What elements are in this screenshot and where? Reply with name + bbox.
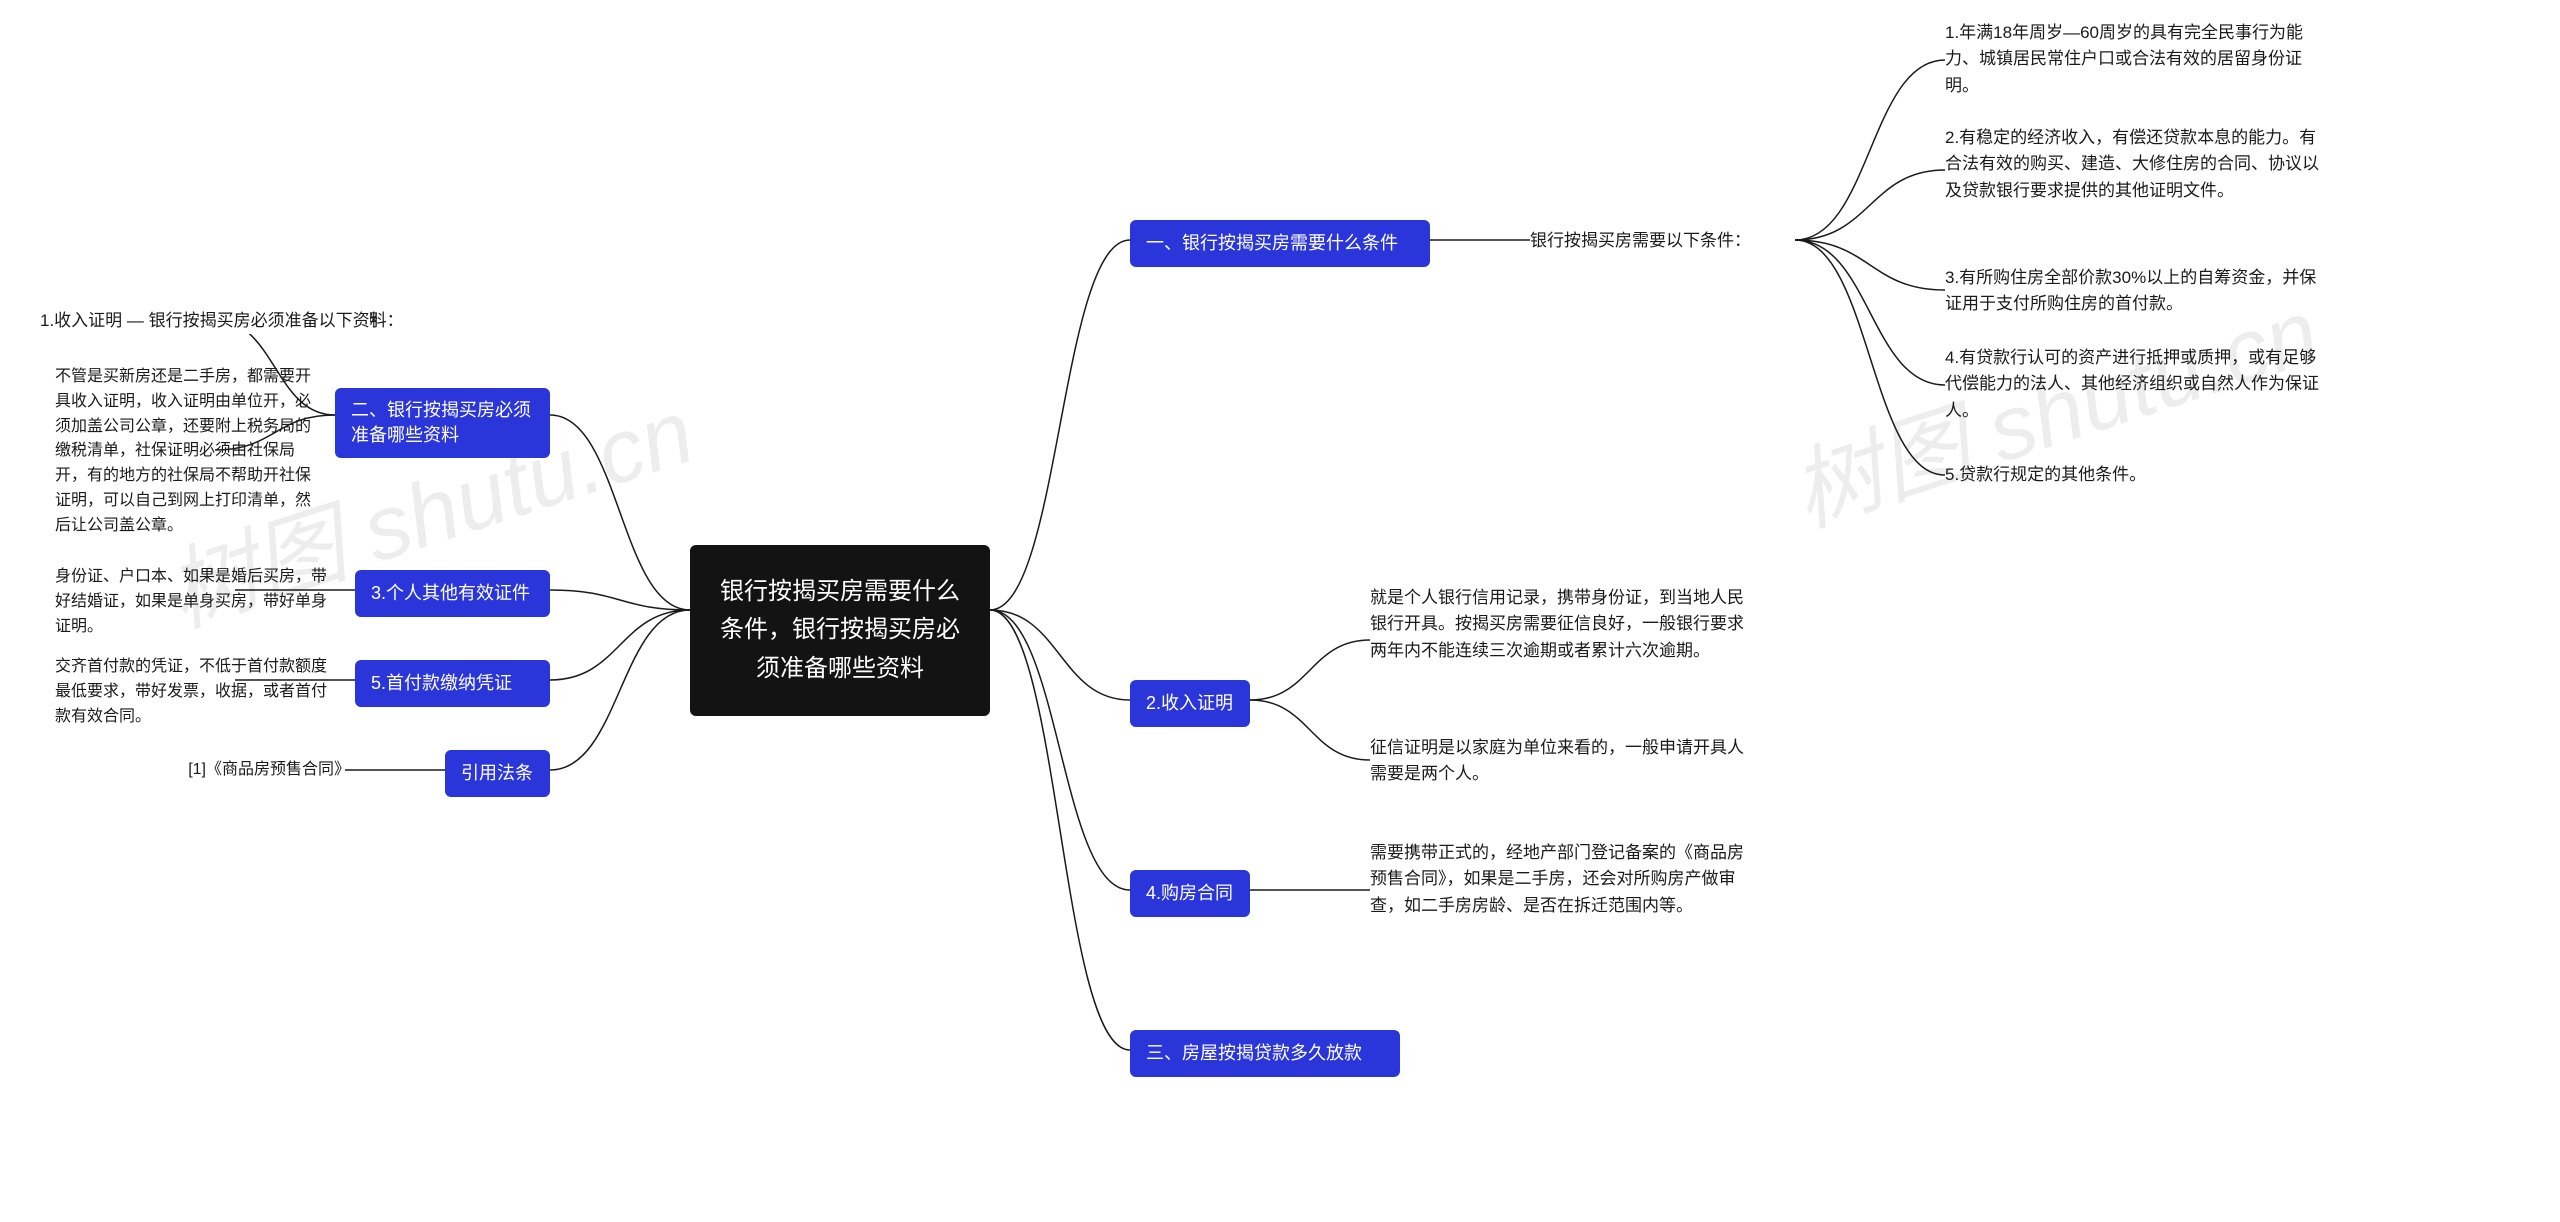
node-r1-item: 2.有稳定的经济收入，有偿还贷款本息的能力。有合法有效的购买、建造、大修住房的合… <box>1945 125 2325 204</box>
node-l1: 二、银行按揭买房必须准备哪些资料 <box>335 388 550 458</box>
node-l2-item: 身份证、户口本、如果是婚后买房，带好结婚证，如果是单身买房，带好单身证明。 <box>55 565 335 639</box>
node-r2: 2.收入证明 <box>1130 680 1250 727</box>
node-r2-item: 就是个人银行信用记录，携带身份证，到当地人民银行开具。按揭买房需要征信良好，一般… <box>1370 585 1750 664</box>
node-l2-label: 3.个人其他有效证件 <box>371 583 530 603</box>
node-r1-item: 5.贷款行规定的其他条件。 <box>1945 462 2325 488</box>
node-l1-combined: 1.收入证明 — 银行按揭买房必须准备以下资料： <box>40 308 370 334</box>
node-r1-item: 1.年满18年周岁—60周岁的具有完全民事行为能力、城镇居民常住户口或合法有效的… <box>1945 20 2325 99</box>
node-l4: 引用法条 <box>445 750 550 797</box>
node-r1-item: 3.有所购住房全部价款30%以上的自筹资金，并保证用于支付所购住房的首付款。 <box>1945 265 2325 318</box>
node-l1-label: 二、银行按揭买房必须准备哪些资料 <box>351 400 531 445</box>
center-text: 银行按揭买房需要什么条件，银行按揭买房必须准备哪些资料 <box>720 578 960 682</box>
node-l2: 3.个人其他有效证件 <box>355 570 550 617</box>
node-r3-item: 需要携带正式的，经地产部门登记备案的《商品房预售合同》，如果是二手房，还会对所购… <box>1370 840 1750 919</box>
node-l4-label: 引用法条 <box>461 763 533 783</box>
node-r1: 一、银行按揭买房需要什么条件 <box>1130 220 1430 267</box>
node-r3: 4.购房合同 <box>1130 870 1250 917</box>
node-r2-item: 征信证明是以家庭为单位来看的，一般申请开具人需要是两个人。 <box>1370 735 1750 788</box>
mindmap-canvas: 树图 shutu.cn 树图 shutu.cn <box>0 0 2560 1222</box>
node-r3-label: 4.购房合同 <box>1146 883 1233 903</box>
node-r4-label: 三、房屋按揭贷款多久放款 <box>1146 1043 1362 1063</box>
center-node: 银行按揭买房需要什么条件，银行按揭买房必须准备哪些资料 <box>690 545 990 716</box>
node-l4-item: [1]《商品房预售合同》 <box>150 758 350 783</box>
node-r1-sub: 银行按揭买房需要以下条件： <box>1530 228 1800 254</box>
node-l1-extra: 不管是买新房还是二手房，都需要开具收入证明，收入证明由单位开，必须加盖公司公章，… <box>55 365 320 539</box>
node-r1-item: 4.有贷款行认可的资产进行抵押或质押，或有足够代偿能力的法人、其他经济组织或自然… <box>1945 345 2325 424</box>
node-r4: 三、房屋按揭贷款多久放款 <box>1130 1030 1400 1077</box>
node-l3-item: 交齐首付款的凭证，不低于首付款额度最低要求，带好发票，收据，或者首付款有效合同。 <box>55 655 335 729</box>
node-l3: 5.首付款缴纳凭证 <box>355 660 550 707</box>
node-r2-label: 2.收入证明 <box>1146 693 1233 713</box>
node-r1-label: 一、银行按揭买房需要什么条件 <box>1146 233 1398 253</box>
node-l3-label: 5.首付款缴纳凭证 <box>371 673 512 693</box>
